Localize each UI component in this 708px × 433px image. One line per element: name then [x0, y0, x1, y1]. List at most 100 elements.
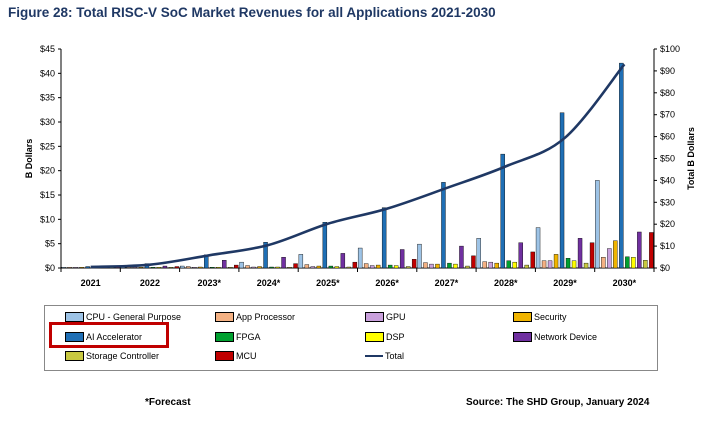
bar: [168, 267, 174, 269]
legend-item: FPGA: [215, 332, 261, 342]
bar: [625, 256, 630, 269]
bar: [287, 267, 292, 269]
ai-accelerator-highlight-box: [49, 322, 169, 348]
legend-label: DSP: [386, 332, 405, 342]
legend-label: Storage Controller: [86, 351, 160, 361]
bar: [393, 265, 399, 269]
bar: [601, 257, 606, 269]
bar: [607, 248, 612, 269]
legend-swatch: [365, 312, 384, 322]
bar: [476, 238, 481, 269]
x-tick-label: 2028*: [494, 278, 518, 288]
chart-total-line: [90, 63, 626, 269]
legend-item: App Processor: [215, 312, 295, 322]
y2-tick-label: $40: [660, 175, 675, 185]
bar: [405, 266, 411, 269]
legend-item: CPU - General Purpose: [65, 312, 181, 322]
bar: [298, 254, 304, 269]
bar: [459, 245, 464, 269]
legend-item: Storage Controller: [65, 351, 159, 361]
legend-label: CPU - General Purpose: [86, 312, 182, 322]
legend-swatch: [65, 332, 84, 342]
bar: [363, 263, 369, 269]
bar: [583, 262, 589, 269]
x-tick-label: 2025*: [316, 278, 340, 288]
bar: [310, 266, 316, 269]
bar: [67, 267, 72, 269]
bar: [257, 266, 262, 269]
bar: [216, 267, 221, 269]
bar: [631, 257, 636, 269]
chart-legend: CPU - General Purpose App Processor GPU Sec…: [44, 305, 658, 371]
legend-item: DSP: [365, 332, 405, 342]
y2-tick-label: $20: [660, 219, 675, 229]
bar: [174, 266, 180, 269]
y-tick-label: $15: [40, 190, 55, 200]
bar: [530, 251, 535, 269]
y2-axis-title: Total B Dollars: [686, 127, 696, 190]
bar: [565, 258, 571, 269]
bar: [506, 260, 511, 269]
bar: [619, 62, 624, 269]
legend-label: Network Device: [534, 332, 598, 342]
y-tick-label: $10: [40, 214, 55, 224]
bar: [482, 261, 487, 269]
legend-swatch: [65, 312, 84, 322]
legend-label: GPU: [386, 312, 406, 322]
x-tick-label: 2029*: [553, 278, 577, 288]
legend-item: Total: [365, 351, 404, 361]
bar: [162, 265, 168, 269]
legend-label: MCU: [236, 351, 257, 361]
bar: [228, 267, 233, 269]
x-tick-label: 2024*: [257, 278, 281, 288]
legend-swatch: [65, 351, 84, 361]
bar: [186, 266, 191, 269]
y2-tick-label: $30: [660, 197, 675, 207]
bar: [334, 266, 340, 269]
chart-bars: [61, 62, 654, 269]
y-tick-label: $5: [45, 239, 55, 249]
bar: [471, 255, 476, 269]
bar: [293, 263, 298, 269]
bar: [245, 265, 250, 269]
y2-tick-label: $90: [660, 66, 675, 76]
bar: [423, 262, 428, 269]
bar: [613, 240, 618, 269]
legend-swatch: [215, 312, 234, 322]
legend-swatch: [215, 351, 234, 361]
x-tick-label: 2022: [140, 278, 160, 288]
y-tick-label: $45: [40, 44, 55, 54]
forecast-footnote: *Forecast: [145, 397, 191, 408]
bar: [263, 242, 268, 269]
bar: [269, 266, 274, 269]
legend-item: GPU: [365, 312, 406, 322]
chart-plot-area: $0 $5 $10 $15 $20 $25 $30 $35 $40 $45 $0 $10 $20 $30 $…: [24, 44, 696, 288]
y2-tick-label: $100: [660, 44, 680, 54]
bar: [595, 180, 600, 269]
bar: [156, 267, 162, 269]
bar: [417, 243, 422, 269]
bar: [251, 266, 256, 269]
bar: [494, 262, 499, 269]
y-tick-label: $0: [45, 263, 55, 273]
x-tick-label: 2026*: [375, 278, 399, 288]
bar: [234, 264, 239, 269]
bar: [352, 261, 358, 269]
bar: [73, 267, 78, 269]
bar: [369, 265, 375, 269]
bar: [435, 263, 440, 269]
bar: [198, 266, 203, 269]
bar: [180, 265, 185, 269]
x-tick-label: 2030*: [613, 278, 637, 288]
bar: [316, 265, 322, 269]
x-tick-label: 2027*: [435, 278, 459, 288]
bar: [411, 259, 417, 269]
bar: [488, 261, 493, 269]
bar: [399, 249, 405, 269]
x-tick-label: 2021: [81, 278, 101, 288]
bar: [210, 267, 215, 269]
bar: [465, 265, 470, 269]
bar: [547, 260, 553, 269]
y2-tick-label: $60: [660, 132, 675, 142]
bar: [150, 267, 156, 269]
